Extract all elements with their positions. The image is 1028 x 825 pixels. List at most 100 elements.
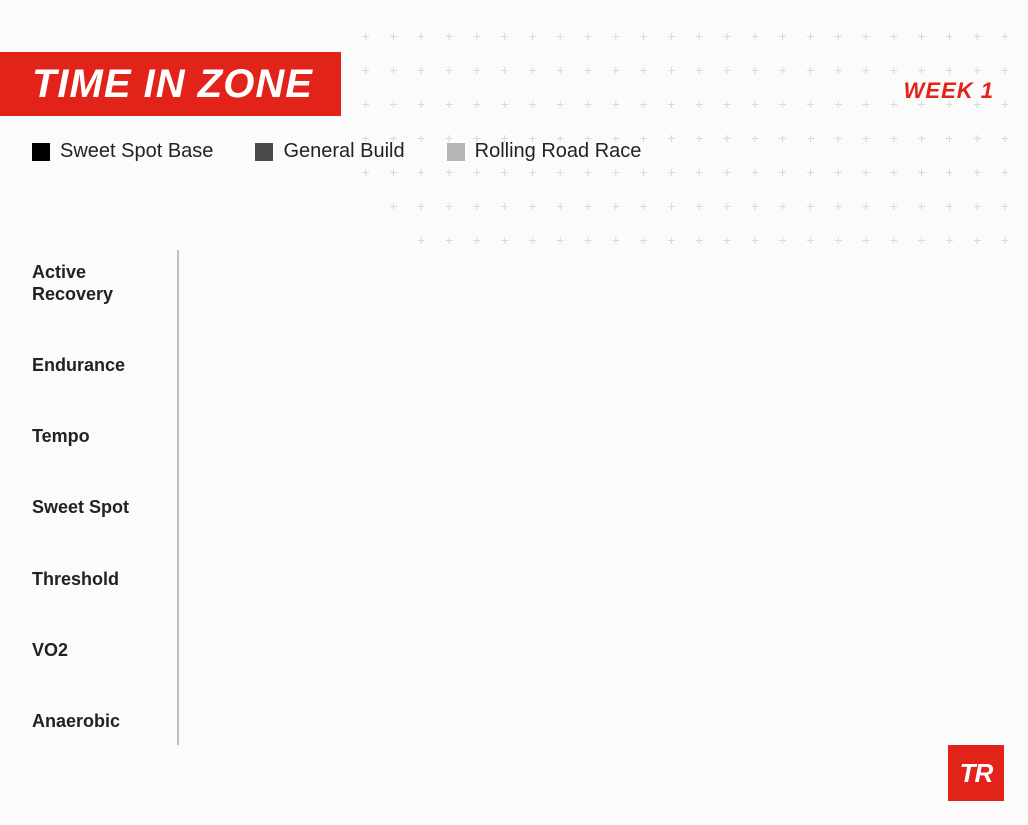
plus-mark: + xyxy=(694,232,704,248)
plus-mark: + xyxy=(778,62,788,78)
plus-mark: + xyxy=(500,232,510,248)
plus-mark: + xyxy=(805,130,815,146)
plus-mark: + xyxy=(500,198,510,214)
plus-mark: + xyxy=(778,198,788,214)
plus-mark: + xyxy=(361,28,371,44)
plus-mark: + xyxy=(833,96,843,112)
plus-mark: + xyxy=(555,62,565,78)
plus-mark: + xyxy=(639,198,649,214)
plus-mark: + xyxy=(861,96,871,112)
plus-mark: + xyxy=(917,198,927,214)
plus-mark: + xyxy=(694,28,704,44)
plus-mark: + xyxy=(917,62,927,78)
legend-swatch xyxy=(255,143,273,161)
plus-mark: + xyxy=(361,96,371,112)
zone-label: Endurance xyxy=(32,355,162,377)
plus-mark: + xyxy=(555,164,565,180)
plus-mark: + xyxy=(805,198,815,214)
plus-mark: + xyxy=(861,130,871,146)
plus-mark: + xyxy=(583,232,593,248)
plus-mark: + xyxy=(833,130,843,146)
plus-mark: + xyxy=(583,28,593,44)
plus-mark: + xyxy=(694,198,704,214)
plus-mark: + xyxy=(527,198,537,214)
plus-mark: + xyxy=(472,164,482,180)
plus-mark: + xyxy=(917,232,927,248)
plus-mark: + xyxy=(722,28,732,44)
plus-mark: + xyxy=(722,232,732,248)
legend-item: Sweet Spot Base xyxy=(32,140,213,163)
plus-mark: + xyxy=(694,62,704,78)
plus-mark: + xyxy=(972,232,982,248)
plus-mark: + xyxy=(444,164,454,180)
plus-mark: + xyxy=(555,198,565,214)
plus-mark: + xyxy=(889,164,899,180)
plus-mark: + xyxy=(722,164,732,180)
plus-mark: + xyxy=(472,96,482,112)
plus-mark: + xyxy=(472,198,482,214)
plus-mark: + xyxy=(917,130,927,146)
chart-area: ActiveRecoveryEnduranceTempoSweet SpotTh… xyxy=(32,250,978,745)
plus-mark: + xyxy=(472,62,482,78)
plus-mark: + xyxy=(750,130,760,146)
y-axis-line xyxy=(177,250,179,745)
plus-mark: + xyxy=(722,130,732,146)
legend-label: Rolling Road Race xyxy=(475,140,642,163)
plus-mark: + xyxy=(583,96,593,112)
plus-mark: + xyxy=(639,28,649,44)
plus-mark: + xyxy=(416,96,426,112)
plus-mark: + xyxy=(861,198,871,214)
plus-mark: + xyxy=(694,96,704,112)
plus-mark: + xyxy=(833,28,843,44)
plus-mark: + xyxy=(388,28,398,44)
legend-item: General Build xyxy=(255,140,404,163)
plus-mark: + xyxy=(472,232,482,248)
plus-mark: + xyxy=(444,96,454,112)
zone-label: VO2 xyxy=(32,640,162,662)
plus-mark: + xyxy=(1000,164,1010,180)
plus-mark: + xyxy=(750,164,760,180)
plus-mark: + xyxy=(444,232,454,248)
zone-label: Anaerobic xyxy=(32,711,162,733)
plus-mark: + xyxy=(611,62,621,78)
plus-mark: + xyxy=(666,198,676,214)
plus-mark: + xyxy=(750,28,760,44)
plus-mark: + xyxy=(416,164,426,180)
plus-mark: + xyxy=(944,130,954,146)
plus-mark: + xyxy=(527,62,537,78)
plus-mark: + xyxy=(666,232,676,248)
plus-mark: + xyxy=(611,164,621,180)
plus-mark: + xyxy=(416,28,426,44)
plus-mark: + xyxy=(639,164,649,180)
chart-legend: Sweet Spot Base General Build Rolling Road… xyxy=(32,140,641,163)
plus-mark: + xyxy=(527,96,537,112)
plus-mark: + xyxy=(833,198,843,214)
plus-mark: + xyxy=(666,96,676,112)
plus-mark: + xyxy=(972,198,982,214)
zone-label: Sweet Spot xyxy=(32,497,162,519)
plus-mark: + xyxy=(444,62,454,78)
page-title: TIME IN ZONE xyxy=(32,62,313,107)
plus-mark: + xyxy=(666,28,676,44)
plus-mark: + xyxy=(805,164,815,180)
plus-mark: + xyxy=(500,62,510,78)
plus-mark: + xyxy=(917,164,927,180)
plus-mark: + xyxy=(944,232,954,248)
decorative-plus-grid: + + + + + + + + + + + + + + + + + + + + + + + + + + + + + + + + + + + + + + + +… xyxy=(310,28,1010,218)
plus-mark: + xyxy=(527,28,537,44)
plus-mark: + xyxy=(500,96,510,112)
plus-mark: + xyxy=(444,28,454,44)
plus-mark: + xyxy=(889,28,899,44)
plus-mark: + xyxy=(1000,96,1010,112)
plus-mark: + xyxy=(944,28,954,44)
legend-item: Rolling Road Race xyxy=(447,140,642,163)
plus-mark: + xyxy=(889,232,899,248)
title-bar: TIME IN ZONE xyxy=(0,52,341,116)
plus-mark: + xyxy=(416,198,426,214)
plus-mark: + xyxy=(972,28,982,44)
plus-mark: + xyxy=(861,164,871,180)
plus-mark: + xyxy=(944,198,954,214)
plus-mark: + xyxy=(666,130,676,146)
legend-label: Sweet Spot Base xyxy=(60,140,213,163)
plus-mark: + xyxy=(750,96,760,112)
